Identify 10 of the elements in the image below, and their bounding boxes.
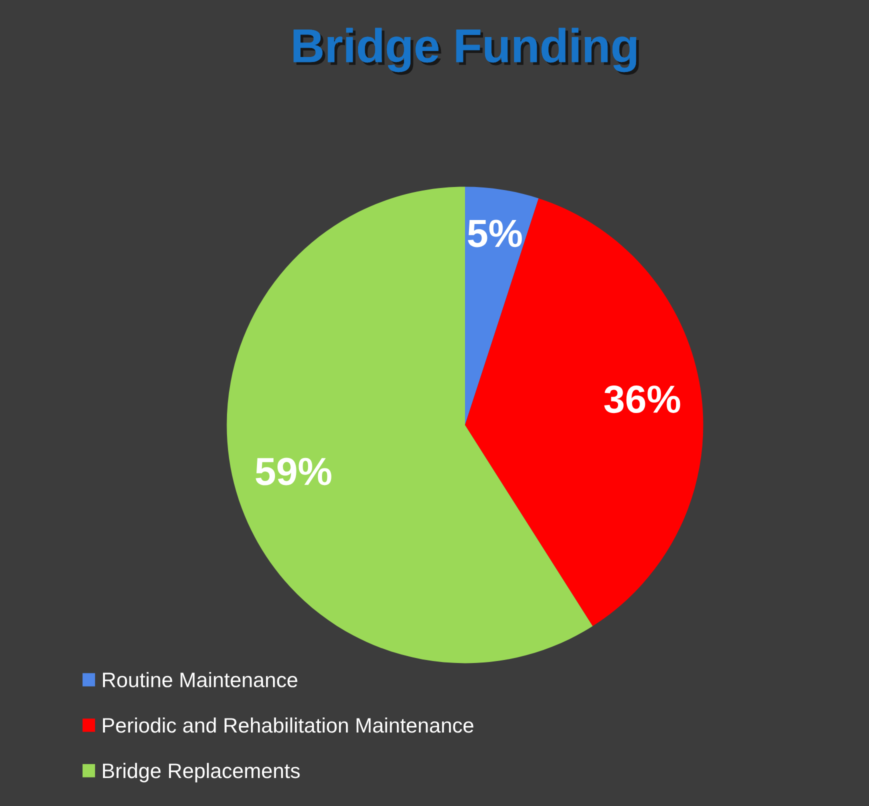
pie-slice bbox=[465, 198, 704, 626]
data-label: 59% bbox=[256, 458, 332, 486]
pie-slice bbox=[465, 186, 539, 425]
legend-label: Bridge Replacements bbox=[103, 762, 300, 782]
pie-slice bbox=[226, 186, 593, 664]
data-label: 5% bbox=[468, 220, 522, 248]
chart-title: Bridge Funding bbox=[294, 28, 639, 75]
data-label: 36% bbox=[604, 386, 680, 414]
legend-label: Periodic and Rehabilitation Maintenance bbox=[103, 717, 474, 733]
legend-label: Routine Maintenance bbox=[103, 672, 298, 688]
